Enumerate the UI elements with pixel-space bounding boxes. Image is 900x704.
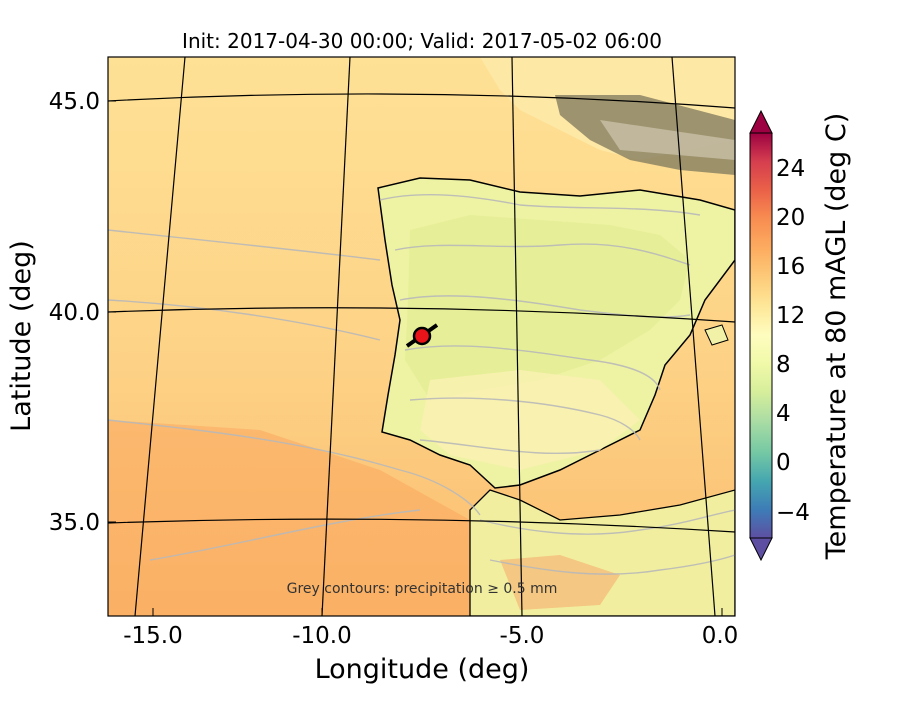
balearic-island <box>704 324 729 346</box>
plot-frame <box>107 56 736 617</box>
colorbar-tick: 4 <box>776 401 791 427</box>
colorbar-extend-bottom <box>749 537 773 562</box>
lon-tick-label: -15.0 <box>123 623 183 649</box>
lat-tick-label: 40.0 <box>49 300 100 326</box>
lat-tick-label: 45.0 <box>49 89 100 115</box>
y-axis-label: Latitude (deg) <box>6 240 37 432</box>
colorbar: 24 20 16 12 8 4 0 −4 Temperature at 80 m… <box>749 109 852 562</box>
colorbar-bar <box>749 132 773 539</box>
colorbar-extend-top <box>749 109 773 134</box>
africa-warm <box>500 555 620 610</box>
colorbar-tick: 8 <box>776 352 791 378</box>
lat-tick-label: 35.0 <box>49 510 100 536</box>
lon-ticks: -15.0 -10.0 -5.0 0.0 <box>123 608 738 649</box>
x-axis-label: Longitude (deg) <box>315 654 530 685</box>
graticule <box>108 57 735 616</box>
colorbar-tick: 0 <box>776 450 791 476</box>
precip-streaks-light <box>600 120 735 160</box>
iberia-interior <box>405 215 690 400</box>
colorbar-tick: 24 <box>776 156 805 182</box>
map-title: Init: 2017-04-30 00:00; Valid: 2017-05-0… <box>182 29 662 53</box>
precip-contours <box>108 193 735 575</box>
colorbar-label: Temperature at 80 mAGL (deg C) <box>821 113 852 561</box>
precip-note: Grey contours: precipitation ≥ 0.5 mm <box>287 581 558 597</box>
colorbar-tick: 12 <box>776 303 805 329</box>
colorbar-tick: 16 <box>776 254 805 280</box>
warm-sea-zone <box>108 420 500 616</box>
lon-tick-label: -10.0 <box>292 623 352 649</box>
map-area[interactable]: Grey contours: precipitation ≥ 0.5 mm <box>108 57 735 616</box>
colorbar-tick: −4 <box>776 500 810 526</box>
site-marker[interactable] <box>412 326 432 346</box>
lon-tick-label: -5.0 <box>500 623 545 649</box>
lon-tick-label: 0.0 <box>702 623 739 649</box>
iberia-south <box>420 370 640 470</box>
colorbar-tick: 20 <box>776 205 805 231</box>
lat-ticks: 45.0 40.0 35.0 <box>49 89 116 536</box>
